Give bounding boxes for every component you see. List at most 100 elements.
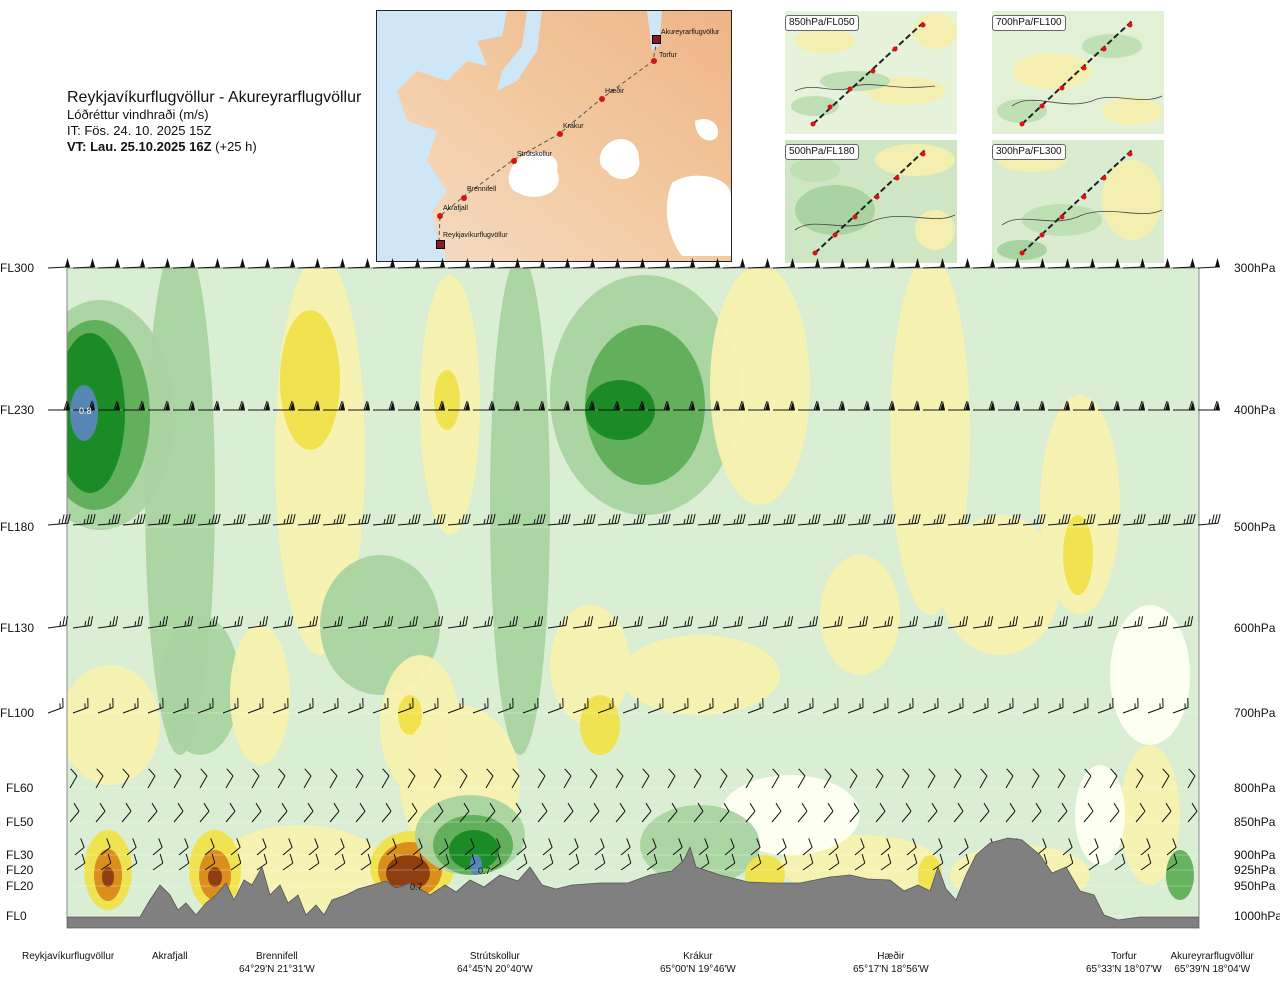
wind-barb-line xyxy=(313,400,318,411)
wind-barb xyxy=(1022,257,1045,269)
wind-barb-line xyxy=(90,616,94,626)
wind-barb-staff xyxy=(667,810,678,823)
wind-barb-pennant xyxy=(315,401,320,410)
wind-barb-line xyxy=(384,703,386,709)
wind-barb-line xyxy=(113,400,118,411)
wind-barb-line xyxy=(1187,698,1189,708)
wind-barb-staff xyxy=(1083,775,1092,789)
wind-barb-staff xyxy=(381,810,392,823)
wind-barb-line xyxy=(208,518,211,525)
wind-barb xyxy=(230,838,241,856)
wind-barb-line xyxy=(1084,703,1086,709)
wind-barb xyxy=(147,802,158,823)
wind-barb xyxy=(802,838,813,856)
wind-barb-line xyxy=(262,838,267,848)
wind-barb xyxy=(147,257,170,269)
wind-barb-staff xyxy=(972,522,993,526)
wind-barb xyxy=(542,853,554,871)
wind-barb-line xyxy=(1172,838,1177,848)
wind-barb xyxy=(1073,400,1095,411)
wind-barb-staff xyxy=(697,522,718,526)
wind-barb-line xyxy=(142,513,146,524)
wind-barb-line xyxy=(212,616,216,627)
wind-barb-line xyxy=(559,703,561,709)
wind-barb-staff xyxy=(750,846,761,856)
wind-barb-line xyxy=(1009,802,1016,812)
wind-barb-staff xyxy=(173,775,182,789)
wind-barb-line xyxy=(387,616,391,627)
wind-barb xyxy=(100,838,111,856)
wind-barb xyxy=(537,802,548,823)
wind-barb-line xyxy=(215,616,219,626)
wind-barb xyxy=(822,257,845,269)
location-coords: 64°45'N 20°40'W xyxy=(457,964,533,975)
wind-barb-staff xyxy=(381,775,390,789)
wind-barb-line xyxy=(89,514,93,524)
wind-barb-staff xyxy=(459,775,468,789)
wind-barb xyxy=(273,400,295,411)
wind-barb xyxy=(485,802,496,823)
wind-barb-staff xyxy=(771,775,780,789)
wind-barb-line xyxy=(858,518,861,525)
wind-barb-staff xyxy=(433,775,442,789)
wind-barb-line xyxy=(1188,400,1193,411)
wind-barb-line xyxy=(708,518,711,525)
wind-barb-line xyxy=(536,514,540,524)
wind-barb-line xyxy=(664,514,668,524)
wind-barb-line xyxy=(459,703,461,709)
wind-barb-line xyxy=(1059,703,1061,709)
wind-barb xyxy=(822,513,846,526)
wind-barb-line xyxy=(1161,514,1165,524)
wind-barb-line xyxy=(689,514,693,524)
wind-barb-line xyxy=(808,518,811,525)
wind-barb-line xyxy=(730,838,735,848)
wind-barb xyxy=(1083,768,1092,789)
wind-barb xyxy=(854,838,865,856)
wind-barb-line xyxy=(187,698,189,708)
wind-barb xyxy=(322,513,346,526)
value-annotations: 0.80.70.7 xyxy=(79,406,491,892)
wind-barb-line xyxy=(236,514,240,524)
wind-barb xyxy=(897,698,914,714)
wind-barb-staff xyxy=(222,522,243,526)
flight-level-label: FL30 xyxy=(6,848,34,862)
wind-barb-line xyxy=(434,703,436,709)
wind-barb xyxy=(620,853,632,871)
wind-barb xyxy=(849,802,860,823)
wind-barb-staff xyxy=(897,522,918,526)
wind-barb-line xyxy=(534,621,537,627)
flight-level-label: FL50 xyxy=(6,815,34,829)
wind-barb-staff xyxy=(647,624,666,629)
wind-barb-line xyxy=(515,802,522,812)
wind-barb-line xyxy=(1162,768,1170,777)
wind-barb xyxy=(173,400,195,411)
wind-barb xyxy=(373,400,395,411)
value-annotation: 0.8 xyxy=(79,406,92,416)
wind-barb-pennant xyxy=(90,401,95,410)
wind-barb-line xyxy=(1035,802,1042,812)
wind-barb-staff xyxy=(178,862,190,871)
wind-barb-line xyxy=(1188,768,1196,777)
wind-barb-pennant xyxy=(739,257,745,268)
wind-barb-line xyxy=(334,703,336,709)
wind-barb xyxy=(97,616,119,629)
wind-barb-staff xyxy=(697,624,716,629)
wind-barb-staff xyxy=(1187,775,1196,789)
wind-barb-staff xyxy=(1114,846,1125,856)
wind-barb-line xyxy=(461,514,465,524)
wind-barb-line xyxy=(809,621,812,627)
wind-barb-staff xyxy=(1172,522,1193,526)
wind-barb-line xyxy=(705,853,710,864)
wind-barb-line xyxy=(1059,621,1062,627)
wind-barb-line xyxy=(1090,616,1094,626)
wind-barb-line xyxy=(210,838,215,848)
wind-barb-line xyxy=(684,621,687,627)
wind-barb-line xyxy=(159,853,164,864)
wind-barb-line xyxy=(264,514,268,524)
wind-barb-line xyxy=(174,768,182,777)
wind-barb-line xyxy=(238,400,243,411)
wind-barb xyxy=(464,853,476,871)
wind-barb-line xyxy=(642,768,650,777)
location-name: Krákur xyxy=(683,951,713,962)
wind-barb xyxy=(872,616,894,629)
